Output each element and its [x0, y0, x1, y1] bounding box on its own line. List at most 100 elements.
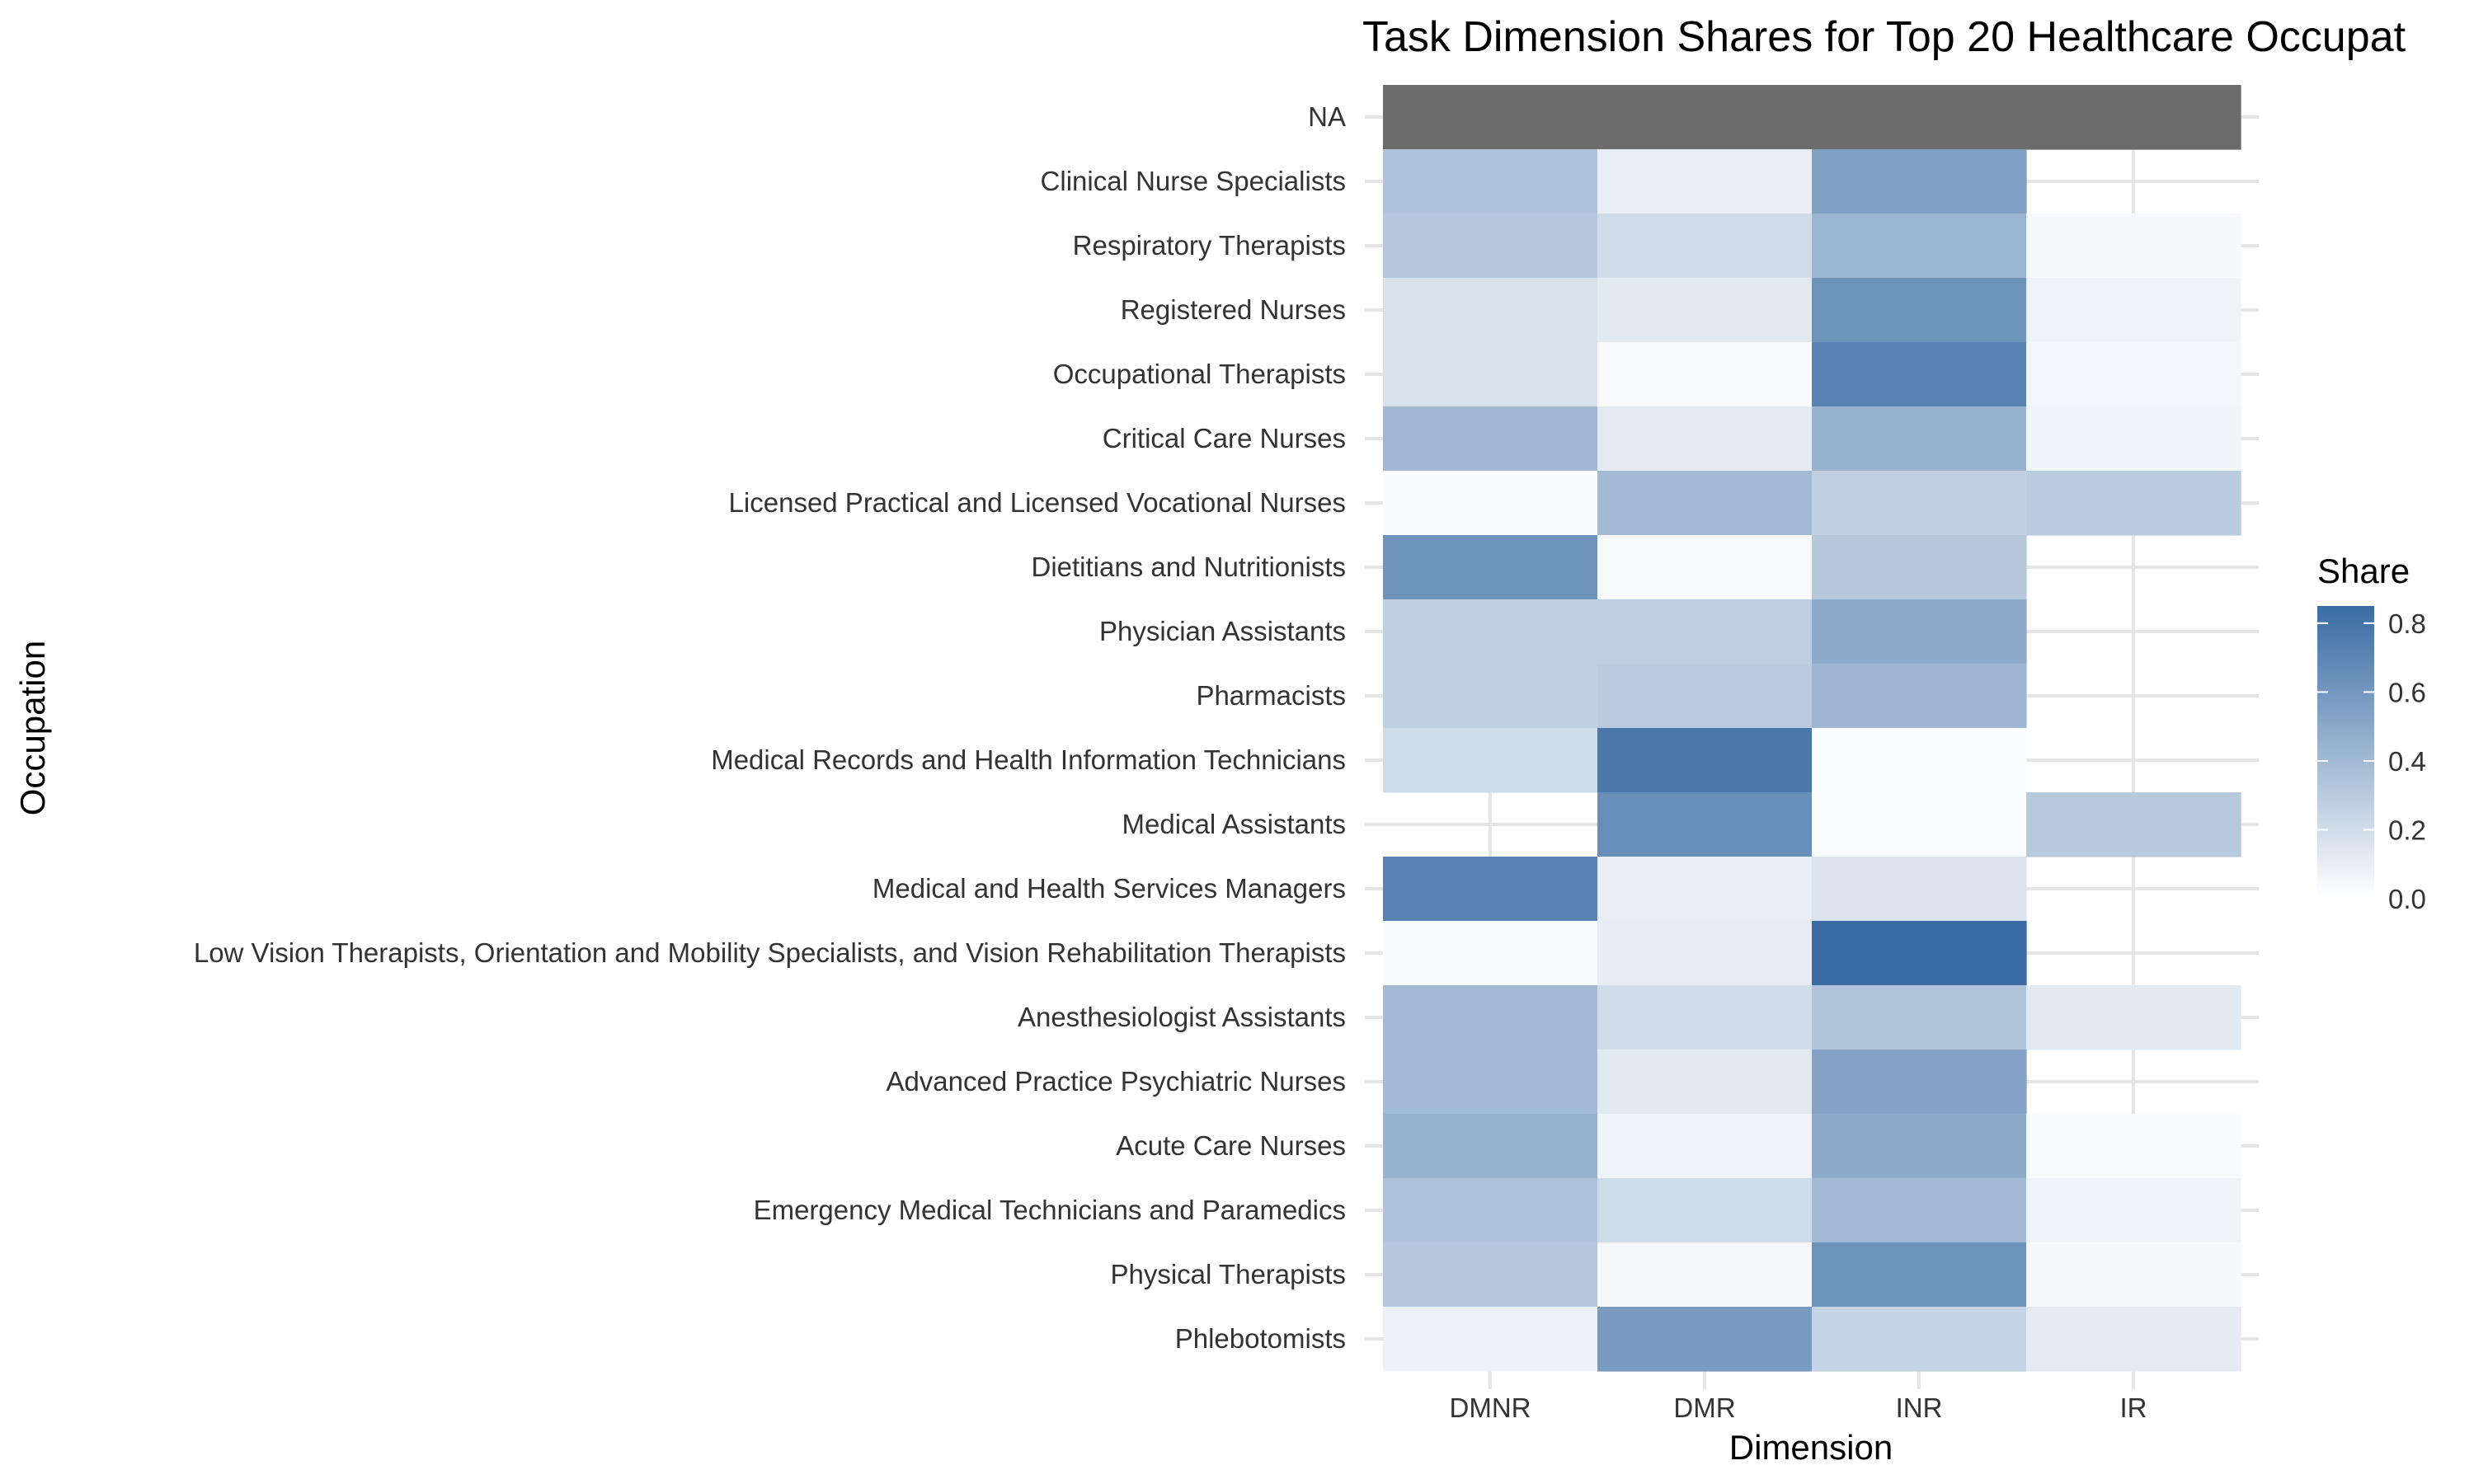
x-axis-title: Dimension: [1729, 1428, 1893, 1467]
legend-tick-label: 0.2: [2388, 815, 2426, 845]
heatmap-cell: [1383, 214, 1598, 279]
legend-tick-label: 0.6: [2388, 677, 2426, 707]
heatmap-cell: [1383, 1242, 1598, 1308]
heatmap-cell: [1812, 85, 2027, 150]
heatmap-cell: [2026, 792, 2241, 857]
y-tick-label: Acute Care Nurses: [1116, 1130, 1346, 1161]
heatmap-cell: [1812, 857, 2027, 922]
heatmap-cell: [1597, 214, 1813, 279]
heatmap-cell: [2026, 1114, 2241, 1179]
y-tick-label: Pharmacists: [1196, 680, 1346, 711]
y-tick-label: Low Vision Therapists, Orientation and M…: [194, 937, 1346, 968]
y-tick-label: Anesthesiologist Assistants: [1018, 1002, 1346, 1032]
heatmap-cell: [1812, 1050, 2027, 1115]
heatmap-cell: [1812, 599, 2027, 665]
legend-colorbar: [2317, 606, 2374, 899]
heatmap-cell: [1383, 342, 1598, 407]
y-tick-label: Medical Assistants: [1122, 809, 1346, 839]
heatmap-cell: [1383, 1307, 1598, 1372]
heatmap-cell: [1383, 149, 1598, 214]
heatmap-cell: [2026, 342, 2241, 407]
heatmap-cell: [1597, 792, 1813, 857]
heatmap-cell: [1597, 1307, 1813, 1372]
heatmap-cell: [1383, 1178, 1598, 1243]
heatmap-cell: [1383, 857, 1598, 922]
heatmap-cell: [1812, 921, 2027, 986]
heatmap-cell: [1812, 792, 2027, 857]
heatmap-cell: [1597, 406, 1813, 472]
x-tick-label: DMNR: [1450, 1392, 1531, 1423]
heatmap-cell: [1812, 535, 2027, 600]
y-tick-label: Medical and Health Services Managers: [872, 873, 1346, 904]
heatmap-cell: [1383, 664, 1598, 729]
x-tick-label: IR: [2120, 1392, 2147, 1423]
heatmap-cell: [2026, 214, 2241, 279]
legend: Share 0.8 0.6 0.4 0.2 0.0: [2317, 552, 2426, 914]
legend-tick-label: 0.8: [2388, 608, 2426, 639]
y-tick-label: Advanced Practice Psychiatric Nurses: [886, 1066, 1346, 1097]
heatmap-cell: [1812, 985, 2027, 1050]
heatmap-cell: [1597, 921, 1813, 986]
heatmap-cell: [1812, 1178, 2027, 1243]
heatmap-cell: [1383, 535, 1598, 600]
heatmap-cell: [1812, 214, 2027, 279]
heatmap-cells: [1383, 85, 2241, 1372]
y-tick-label: Licensed Practical and Licensed Vocation…: [729, 487, 1346, 518]
heatmap-cell: [1597, 728, 1813, 793]
legend-ticks: 0.8 0.6 0.4 0.2 0.0: [2317, 608, 2426, 914]
y-tick-label: Emergency Medical Technicians and Parame…: [754, 1195, 1346, 1225]
heatmap-cell: [1383, 728, 1598, 793]
heatmap-cell: [1812, 342, 2027, 407]
heatmap-cell: [2026, 471, 2241, 536]
heatmap-cell: [1597, 149, 1813, 214]
heatmap-cell: [1383, 406, 1598, 472]
heatmap-cell: [1597, 1242, 1813, 1308]
heatmap-cell: [1597, 1114, 1813, 1179]
y-tick-label: Physical Therapists: [1110, 1259, 1346, 1289]
y-tick-label: Physician Assistants: [1099, 616, 1346, 646]
y-axis-tick-labels: NA Clinical Nurse Specialists Respiratory …: [194, 101, 1346, 1354]
legend-tick-label: 0.0: [2388, 884, 2426, 914]
heatmap-cell: [1812, 406, 2027, 472]
heatmap-cell: [1812, 1242, 2027, 1308]
y-axis-title: Occupation: [13, 641, 52, 815]
heatmap-cell: [1383, 921, 1598, 986]
heatmap-cell: [1812, 664, 2027, 729]
heatmap-cell: [1383, 85, 1598, 150]
y-tick-label: Critical Care Nurses: [1103, 423, 1346, 453]
heatmap-cell: [2026, 1242, 2241, 1308]
heatmap-cell: [1597, 599, 1813, 665]
y-tick-label: Registered Nurses: [1121, 294, 1346, 325]
heatmap-cell: [1597, 85, 1813, 150]
heatmap-cell: [1383, 599, 1598, 665]
heatmap-cell: [1812, 1114, 2027, 1179]
heatmap-cell: [2026, 85, 2241, 150]
y-tick-label: Respiratory Therapists: [1073, 230, 1346, 261]
heatmap-cell: [1597, 471, 1813, 536]
x-tick-label: INR: [1896, 1392, 1943, 1423]
y-tick-label: NA: [1308, 101, 1346, 132]
heatmap-cell: [2026, 1178, 2241, 1243]
heatmap-cell: [1597, 278, 1813, 343]
heatmap-cell: [2026, 278, 2241, 343]
heatmap-cell: [1812, 278, 2027, 343]
y-tick-label: Clinical Nurse Specialists: [1041, 166, 1346, 196]
y-tick-label: Medical Records and Health Information T…: [711, 744, 1346, 775]
heatmap-cell: [1597, 857, 1813, 922]
x-axis-tick-labels: DMNR DMR INR IR: [1450, 1392, 2147, 1423]
heatmap-cell: [2026, 406, 2241, 472]
heatmap-cell: [1812, 471, 2027, 536]
y-tick-label: Dietitians and Nutritionists: [1032, 552, 1347, 582]
heatmap-cell: [1383, 985, 1598, 1050]
y-tick-label: Phlebotomists: [1175, 1323, 1346, 1354]
heatmap-cell: [1383, 471, 1598, 536]
legend-tick-label: 0.4: [2388, 746, 2426, 777]
y-tick-label: Occupational Therapists: [1053, 359, 1346, 389]
heatmap-cell: [1383, 1050, 1598, 1115]
chart-title: Task Dimension Shares for Top 20 Healthc…: [1362, 13, 2406, 61]
heatmap-cell: [1597, 535, 1813, 600]
heatmap-cell: [2026, 1307, 2241, 1372]
heatmap-cell: [1383, 1114, 1598, 1179]
heatmap-cell: [2026, 985, 2241, 1050]
